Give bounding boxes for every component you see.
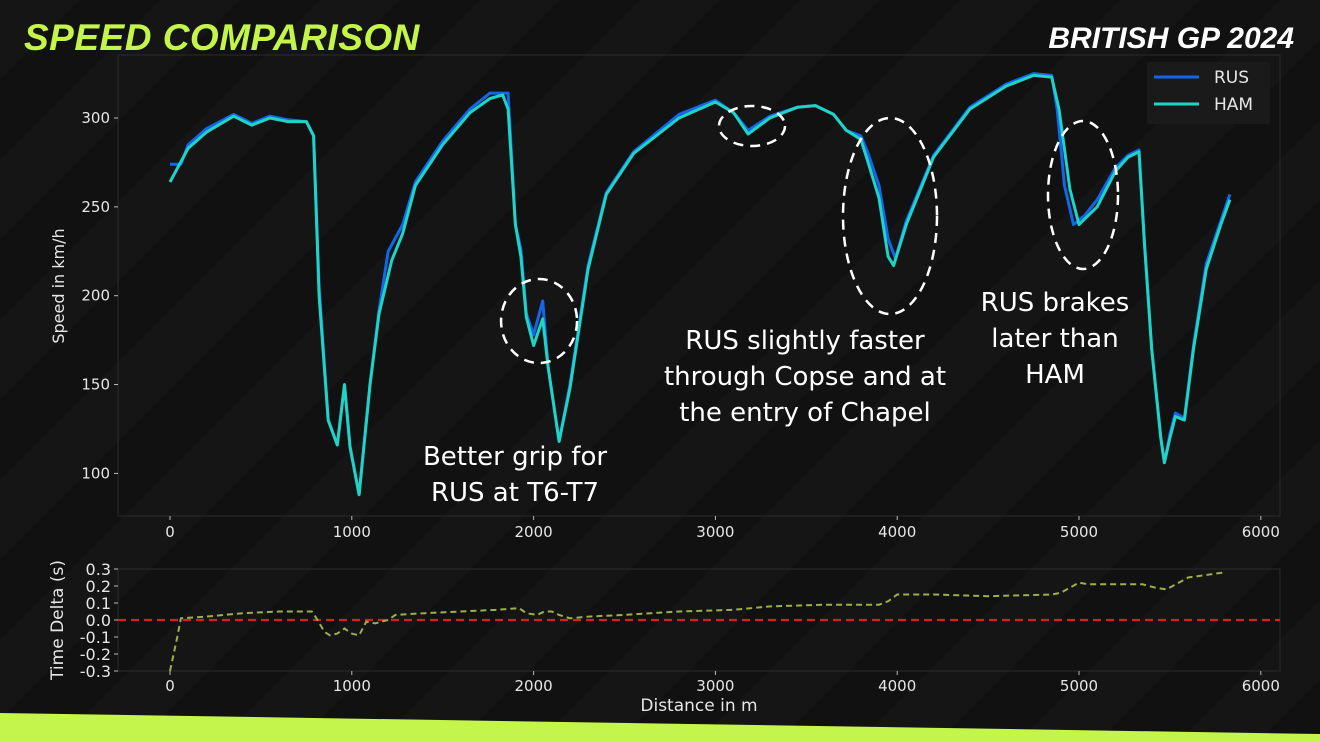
page-title: SPEED COMPARISON <box>24 17 420 58</box>
x-tick-label: 2000 <box>515 523 553 541</box>
annotation-circle-1 <box>499 277 579 365</box>
annotation-circle-3 <box>841 116 939 316</box>
y-tick-label: 200 <box>81 287 110 305</box>
annotation-text-3: RUS brakes <box>981 288 1130 318</box>
delta-y-tick-label: 0.0 <box>86 611 111 630</box>
annotation-circle-4 <box>1046 119 1120 271</box>
series-ham <box>168 73 1232 497</box>
y-tick-label: 150 <box>81 376 110 394</box>
x-tick-label: 6000 <box>1242 523 1280 541</box>
delta-x-tick-label: 4000 <box>878 677 916 695</box>
delta-y-tick-label: -0.2 <box>80 645 111 664</box>
delta-y-tick-label: 0.1 <box>86 594 111 613</box>
annotation-text-2: RUS slightly faster <box>685 326 925 356</box>
delta-y-axis-label: Time Delta (s) <box>48 560 68 681</box>
annotation-text-3: later than <box>991 324 1118 354</box>
delta-y-tick-label: -0.1 <box>80 628 111 647</box>
x-tick-label: 4000 <box>878 523 916 541</box>
y-tick-label: 300 <box>81 109 110 127</box>
delta-y-tick-label: 0.2 <box>86 577 111 596</box>
annotation-circle-2 <box>717 104 787 148</box>
legend-label-rus: RUS <box>1214 68 1249 88</box>
delta-x-tick-label: 2000 <box>515 677 553 695</box>
y-tick-label: 250 <box>81 198 110 216</box>
delta-x-tick-label: 3000 <box>696 677 734 695</box>
x-tick-label: 5000 <box>1060 523 1098 541</box>
plot-frame <box>117 54 1281 517</box>
annotation-text-2: the entry of Chapel <box>679 398 931 428</box>
delta-x-tick-label: 0 <box>165 677 175 695</box>
delta-x-tick-label: 6000 <box>1242 677 1280 695</box>
y-axis-label: Speed in km/h <box>49 228 68 343</box>
y-tick-label: 100 <box>81 464 110 482</box>
time-delta-plot: 0.30.20.10.0-0.1-0.2-0.3 0 1000 2000 3000 400… <box>48 560 1281 716</box>
delta-x-tick-label: 1000 <box>333 677 371 695</box>
delta-x-tick-label: 5000 <box>1060 677 1098 695</box>
delta-y-tick-label: 0.3 <box>86 560 111 579</box>
annotation-text-1: Better grip for <box>423 442 607 472</box>
x-tick-label: 0 <box>165 523 175 541</box>
legend: RUS HAM <box>1147 62 1270 124</box>
annotation-text-3: HAM <box>1025 360 1085 390</box>
annotation-text-2: through Copse and at <box>664 362 946 392</box>
annotation-text-1: RUS at T6-T7 <box>431 478 599 508</box>
delta-series <box>169 571 1225 672</box>
series-rus <box>170 72 1232 497</box>
delta-y-tick-label: -0.3 <box>80 662 111 681</box>
x-axis-label: Distance in m <box>640 696 757 716</box>
x-tick-label: 1000 <box>333 523 371 541</box>
event-title: BRITISH GP 2024 <box>1048 22 1294 55</box>
legend-label-ham: HAM <box>1214 95 1253 115</box>
x-tick-label: 3000 <box>696 523 734 541</box>
